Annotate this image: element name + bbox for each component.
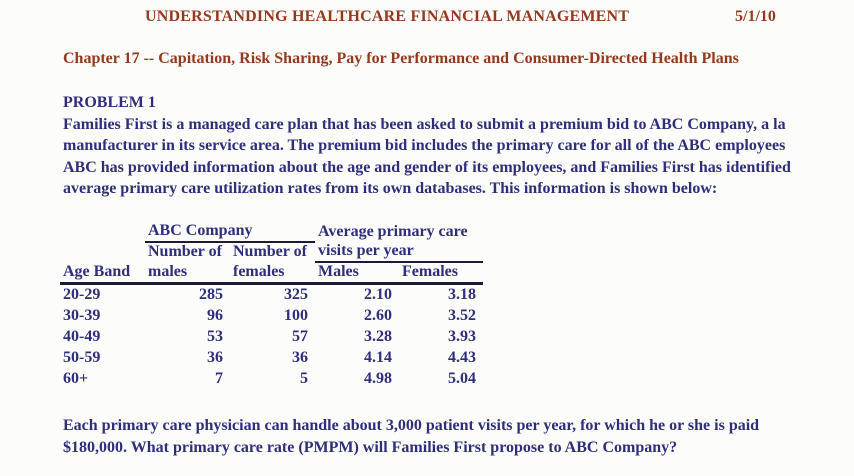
subheader-number-of-males: Number of	[148, 243, 222, 260]
table-group-header-row: ABC Company Average primary care	[60, 222, 483, 243]
column-header-males-count: males	[145, 262, 230, 285]
table-row: 50-59 36 36 4.14 4.43	[60, 347, 483, 368]
female-visits-cell: 3.93	[448, 327, 476, 345]
subheader-visits-per-year: visits per year	[315, 242, 483, 263]
males-count-cell: 285	[199, 285, 223, 303]
question-text-line-2: $180,000. What primary care rate (PMPM) …	[63, 438, 678, 456]
male-visits-cell: 4.98	[364, 369, 392, 387]
chapter-heading: Chapter 17 -- Capitation, Risk Sharing, …	[63, 50, 739, 67]
problem-text-line-2: manufacturer in its service area. The pr…	[63, 137, 786, 154]
female-visits-cell: 5.04	[448, 369, 476, 387]
question-block: Each primary care physician can handle a…	[63, 415, 759, 459]
female-visits-cell: 4.43	[448, 348, 476, 366]
table-subheader-row: Number of Number of visits per year	[60, 242, 483, 263]
males-count-cell: 36	[207, 348, 223, 366]
female-visits-cell: 3.18	[448, 285, 476, 303]
problem-text-line-3: ABC has provided information about the a…	[63, 158, 791, 176]
table-row: 20-29 285 325 2.10 3.18	[60, 284, 483, 305]
females-count-cell: 100	[284, 306, 308, 324]
male-visits-cell: 3.28	[364, 327, 392, 345]
column-header-females-count: females	[230, 262, 315, 285]
column-header-female-visits: Females	[399, 262, 483, 285]
table-row: 60+ 7 5 4.98 5.04	[60, 368, 483, 389]
table-row: 40-49 53 57 3.28 3.93	[60, 326, 483, 347]
males-count-cell: 96	[207, 306, 223, 324]
group-header-abc-company: ABC Company	[145, 222, 315, 243]
females-count-cell: 5	[300, 369, 308, 387]
male-visits-cell: 2.60	[364, 306, 392, 324]
age-band-cell: 50-59	[63, 348, 101, 366]
document-date: 5/1/10	[735, 8, 776, 25]
male-visits-cell: 4.14	[364, 348, 392, 366]
column-header-age-band: Age Band	[60, 262, 145, 285]
problem-heading: PROBLEM 1	[63, 94, 156, 111]
problem-block: PROBLEM 1 Families First is a managed ca…	[63, 92, 791, 200]
problem-text-line-1: Families First is a managed care plan th…	[63, 115, 786, 133]
age-band-cell: 40-49	[63, 327, 101, 345]
age-band-cell: 60+	[63, 369, 89, 387]
blank-cell	[60, 222, 145, 242]
document-title: UNDERSTANDING HEALTHCARE FINANCIAL MANAG…	[145, 8, 630, 25]
subheader-number-of-females: Number of	[233, 243, 307, 260]
group-header-average-primary-care: Average primary care	[318, 223, 468, 240]
males-count-cell: 7	[215, 369, 223, 387]
problem-text-line-4: average primary care utilization rates f…	[63, 180, 718, 197]
male-visits-cell: 2.10	[364, 285, 392, 303]
blank-cell	[60, 242, 145, 262]
column-header-male-visits: Males	[315, 262, 399, 285]
female-visits-cell: 3.52	[448, 306, 476, 324]
question-text-line-1: Each primary care physician can handle a…	[63, 417, 760, 434]
table-column-header-row: Age Band males females Males Females	[60, 262, 483, 285]
males-count-cell: 53	[207, 327, 223, 345]
table-row: 30-39 96 100 2.60 3.52	[60, 305, 483, 326]
females-count-cell: 325	[284, 285, 308, 303]
age-band-cell: 20-29	[63, 285, 101, 303]
females-count-cell: 57	[292, 327, 308, 345]
females-count-cell: 36	[292, 348, 308, 366]
utilization-table: ABC Company Average primary care Number …	[60, 222, 483, 389]
age-band-cell: 30-39	[63, 306, 101, 324]
